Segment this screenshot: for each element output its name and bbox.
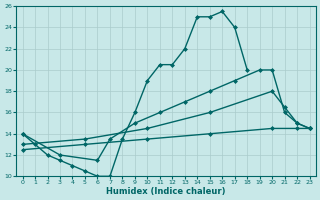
X-axis label: Humidex (Indice chaleur): Humidex (Indice chaleur) xyxy=(106,187,226,196)
